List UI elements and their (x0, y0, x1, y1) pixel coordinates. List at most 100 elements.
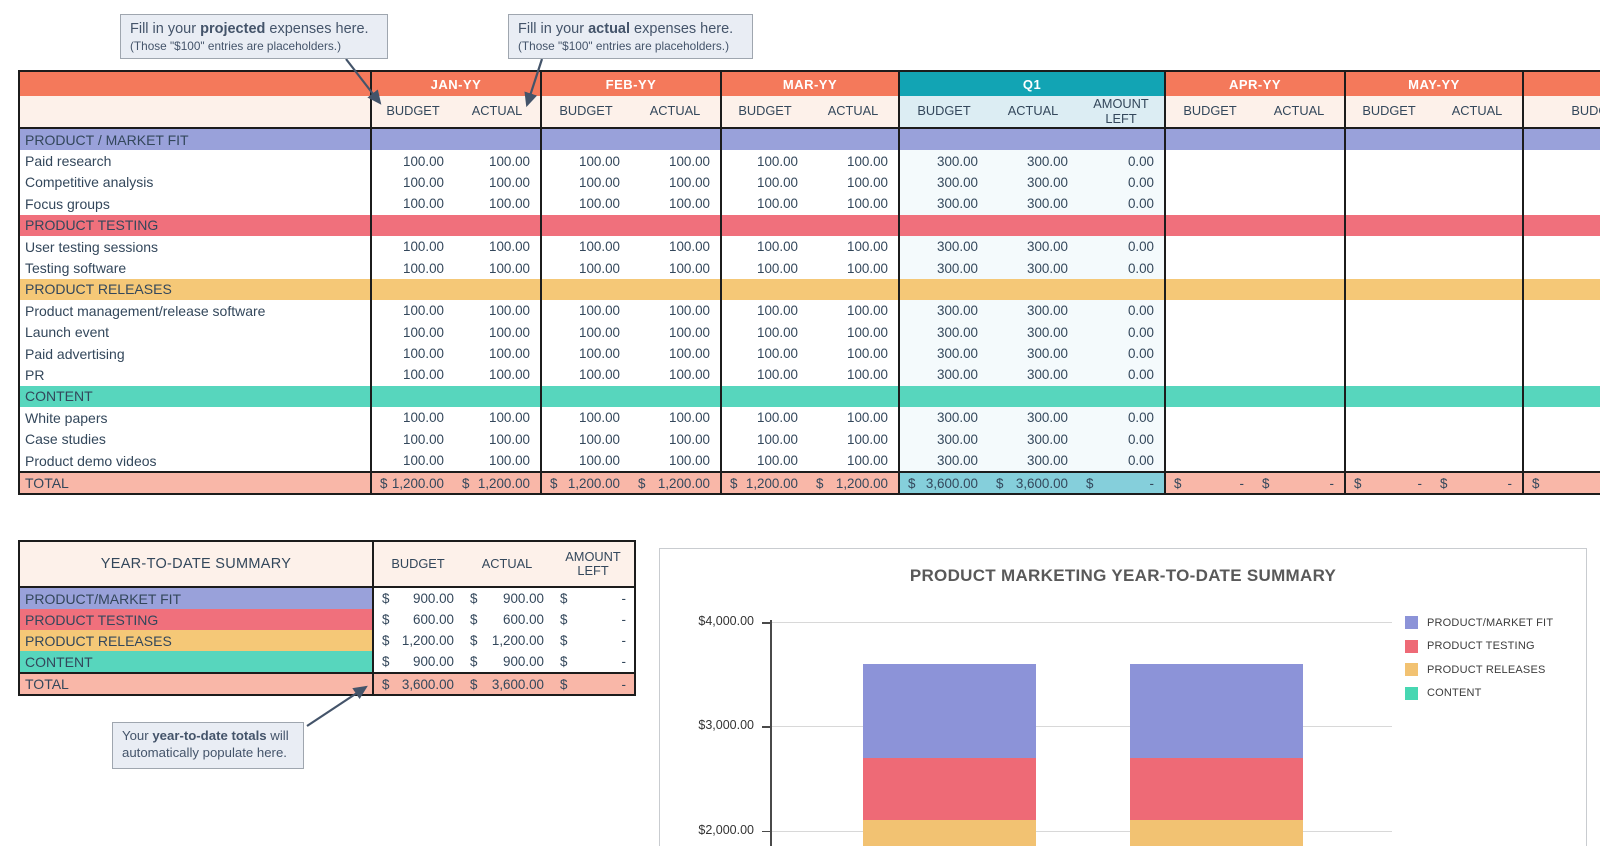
spreadsheet-cell[interactable]: 100.00 (847, 174, 888, 190)
spreadsheet-cell[interactable] (370, 278, 454, 301)
category-label[interactable]: CONTENT (25, 388, 93, 405)
spreadsheet-cell[interactable] (1522, 449, 1600, 472)
spreadsheet-cell[interactable]: 0.00 (1078, 342, 1164, 365)
spreadsheet-cell[interactable]: 0.00 (1078, 300, 1164, 322)
spreadsheet-cell[interactable] (1254, 386, 1344, 407)
total-cell[interactable]: $ - (1164, 473, 1254, 494)
ytd-category-label[interactable]: PRODUCT TESTING (20, 609, 372, 630)
spreadsheet-cell[interactable] (630, 215, 720, 236)
spreadsheet-cell[interactable] (1164, 385, 1254, 408)
spreadsheet-cell[interactable] (1344, 235, 1432, 258)
spreadsheet-cell[interactable] (1522, 407, 1600, 429)
spreadsheet-cell[interactable] (540, 278, 630, 301)
spreadsheet-cell[interactable]: 100.00 (489, 174, 530, 190)
row-label[interactable]: Product demo videos (25, 452, 157, 469)
spreadsheet-cell[interactable] (1344, 129, 1432, 151)
spreadsheet-cell[interactable]: 100.00 (669, 346, 710, 362)
spreadsheet-cell[interactable] (540, 129, 630, 151)
total-cell[interactable]: $1,200.00 (540, 473, 630, 494)
row-label[interactable]: PR (25, 366, 45, 383)
spreadsheet-cell[interactable]: $900.00 (470, 591, 544, 606)
spreadsheet-cell[interactable]: 300.00 (898, 300, 988, 322)
spreadsheet-cell[interactable] (1432, 129, 1522, 150)
spreadsheet-cell[interactable] (1432, 343, 1522, 364)
spreadsheet-cell[interactable]: 300.00 (988, 193, 1078, 215)
spreadsheet-cell[interactable] (898, 129, 988, 151)
row-label[interactable]: Launch event (25, 324, 110, 341)
column-header-cell[interactable]: BUDGET (1164, 96, 1254, 127)
spreadsheet-cell[interactable] (1164, 364, 1254, 386)
column-header-cell[interactable]: ACTUAL (481, 555, 533, 571)
spreadsheet-cell[interactable] (1254, 407, 1344, 428)
spreadsheet-cell[interactable] (1522, 364, 1600, 386)
spreadsheet-cell[interactable] (454, 386, 540, 407)
spreadsheet-cell[interactable]: 100.00 (847, 346, 888, 362)
spreadsheet-cell[interactable]: 100.00 (720, 364, 808, 386)
spreadsheet-cell[interactable]: $600.00 (470, 612, 544, 627)
month-header-cell[interactable]: APR-YY (1164, 72, 1344, 96)
row-label[interactable]: Case studies (25, 431, 106, 448)
spreadsheet-cell[interactable]: 100.00 (370, 235, 454, 258)
total-label[interactable]: TOTAL (25, 475, 69, 492)
spreadsheet-cell[interactable]: 100.00 (720, 193, 808, 215)
spreadsheet-cell[interactable] (1164, 171, 1254, 194)
spreadsheet-cell[interactable]: 100.00 (540, 321, 630, 343)
spreadsheet-cell[interactable] (540, 385, 630, 408)
row-label[interactable]: Competitive analysis (25, 174, 154, 191)
spreadsheet-cell[interactable] (1164, 321, 1254, 343)
spreadsheet-cell[interactable]: 100.00 (540, 193, 630, 215)
spreadsheet-cell[interactable] (1344, 171, 1432, 194)
spreadsheet-cell[interactable] (1078, 215, 1164, 236)
spreadsheet-cell[interactable] (988, 129, 1078, 150)
spreadsheet-cell[interactable]: 300.00 (988, 428, 1078, 450)
spreadsheet-cell[interactable]: 100.00 (489, 453, 530, 469)
spreadsheet-cell[interactable]: 100.00 (540, 150, 630, 172)
column-header-cell[interactable]: BUDGET (540, 96, 630, 127)
spreadsheet-cell[interactable]: 100.00 (370, 300, 454, 322)
spreadsheet-cell[interactable] (1522, 214, 1600, 236)
spreadsheet-cell[interactable]: 100.00 (847, 431, 888, 447)
spreadsheet-cell[interactable] (370, 214, 454, 236)
column-header-cell[interactable]: ACTUAL (808, 96, 898, 127)
spreadsheet-cell[interactable]: 100.00 (847, 324, 888, 340)
spreadsheet-cell[interactable]: 300.00 (988, 407, 1078, 429)
spreadsheet-cell[interactable] (808, 215, 898, 236)
month-header-cell[interactable]: MAY-YY (1344, 72, 1522, 96)
row-label[interactable]: Paid advertising (25, 345, 125, 362)
spreadsheet-cell[interactable] (1344, 449, 1432, 472)
spreadsheet-cell[interactable] (1522, 278, 1600, 301)
spreadsheet-cell[interactable] (1522, 235, 1600, 258)
spreadsheet-cell[interactable] (1254, 428, 1344, 449)
spreadsheet-cell[interactable]: 100.00 (847, 410, 888, 426)
spreadsheet-cell[interactable] (1432, 150, 1522, 171)
spreadsheet-cell[interactable]: 100.00 (370, 428, 454, 450)
spreadsheet-cell[interactable] (1432, 386, 1522, 407)
spreadsheet-cell[interactable] (720, 214, 808, 236)
spreadsheet-cell[interactable] (1254, 150, 1344, 171)
spreadsheet-cell[interactable] (630, 129, 720, 150)
spreadsheet-cell[interactable] (1344, 407, 1432, 429)
spreadsheet-cell[interactable] (1522, 300, 1600, 322)
spreadsheet-cell[interactable] (454, 279, 540, 300)
spreadsheet-cell[interactable]: 100.00 (370, 193, 454, 215)
category-label[interactable]: PRODUCT RELEASES (25, 281, 172, 298)
spreadsheet-cell[interactable] (1254, 172, 1344, 193)
total-cell[interactable]: $ - (1344, 473, 1432, 494)
spreadsheet-cell[interactable]: 300.00 (988, 257, 1078, 279)
spreadsheet-cell[interactable] (1344, 278, 1432, 301)
spreadsheet-cell[interactable]: 100.00 (720, 407, 808, 429)
spreadsheet-cell[interactable]: 0.00 (1078, 150, 1164, 172)
spreadsheet-cell[interactable]: 100.00 (720, 300, 808, 322)
spreadsheet-cell[interactable]: $900.00 (470, 654, 544, 669)
month-header-cell[interactable] (1522, 72, 1600, 96)
spreadsheet-cell[interactable] (1254, 450, 1344, 471)
spreadsheet-cell[interactable]: 100.00 (847, 196, 888, 212)
column-header-cell[interactable]: BUDGET (1522, 96, 1600, 127)
column-header-cell[interactable]: BUDGET (370, 96, 454, 127)
ytd-category-label[interactable]: CONTENT (20, 651, 372, 672)
spreadsheet-cell[interactable]: 300.00 (988, 235, 1078, 258)
spreadsheet-cell[interactable] (1522, 385, 1600, 408)
spreadsheet-cell[interactable]: 100.00 (669, 196, 710, 212)
spreadsheet-cell[interactable] (988, 386, 1078, 407)
spreadsheet-cell[interactable] (1432, 450, 1522, 471)
